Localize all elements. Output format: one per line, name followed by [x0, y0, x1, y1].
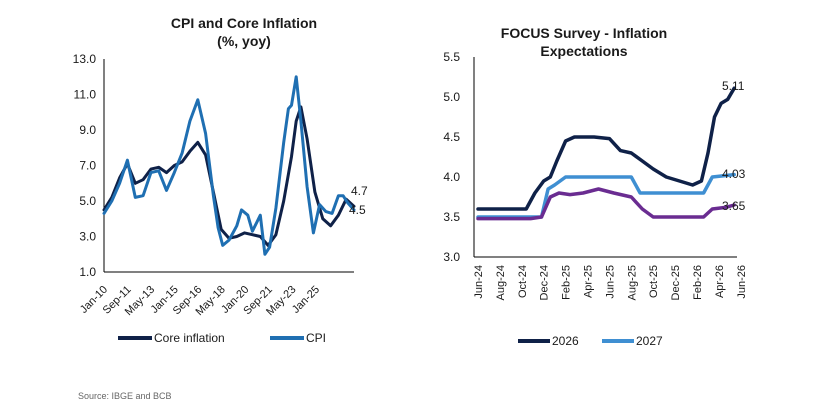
y-tick-label: 4.5 [443, 130, 460, 144]
legend-label-2027: 2027 [636, 334, 663, 348]
x-tick-label: Jun-24 [473, 265, 485, 299]
series-line-3-65-series [476, 187, 736, 221]
legend: 2026 2027 [518, 334, 663, 348]
x-tick-label: Dec-24 [539, 265, 551, 300]
focus-chart: FOCUS Survey - Inflation Expectations 5.… [443, 25, 747, 348]
series-lines [102, 75, 356, 256]
cpi-chart: CPI and Core Inflation (%, yoy) 13.0 11.0… [73, 15, 368, 345]
x-tick-label: Aug-25 [626, 265, 638, 300]
x-tick-labels: Jun-24 Aug-24 Oct-24 Dec-24 Feb-25 Apr-25 Jun-… [473, 265, 748, 300]
y-tick-label: 3.5 [443, 210, 460, 224]
y-tick-label: 5.0 [79, 194, 96, 208]
legend: Core inflation CPI [118, 331, 326, 345]
y-tick-label: 3.0 [443, 250, 460, 264]
end-label-cpi: 4.5 [349, 203, 366, 217]
legend-label-core: Core inflation [154, 331, 225, 345]
x-tick-label: Dec-25 [670, 265, 682, 300]
x-tick-labels: Jan-10Sep-11May-13Jan-15Sep-16May-18Jan-… [78, 284, 322, 318]
y-tick-label: 5.5 [443, 50, 460, 64]
y-tick-label: 4.0 [443, 170, 460, 184]
x-tick-label: Feb-25 [561, 265, 573, 300]
end-label-2027: 4.03 [722, 167, 746, 181]
y-tick-label: 7.0 [79, 159, 96, 173]
end-label-2026: 5.11 [722, 79, 745, 93]
chart-title-line-2: (%, yoy) [217, 33, 271, 49]
y-tick-label: 9.0 [79, 123, 96, 137]
series-line-core-inflation [102, 105, 356, 247]
series-line-cpi [102, 75, 356, 256]
legend-label-2026: 2026 [552, 334, 579, 348]
chart-title-line-2: Expectations [540, 43, 627, 59]
legend-label-cpi: CPI [306, 331, 326, 345]
y-tick-label: 13.0 [73, 52, 97, 66]
series-line-2026 [476, 86, 736, 211]
y-tick-label: 5.0 [443, 90, 460, 104]
y-tick-labels: 5.5 5.0 4.5 4.0 3.5 3.0 [443, 50, 460, 264]
chart-title-line-1: FOCUS Survey - Inflation [501, 25, 667, 41]
x-tick-label: Aug-24 [495, 265, 507, 300]
y-tick-label: 11.0 [74, 88, 97, 102]
y-tick-label: 3.0 [79, 230, 96, 244]
source-note: Source: IBGE and BCB [78, 391, 172, 401]
x-tick-label: Oct-25 [648, 265, 660, 298]
x-tick-label: Oct-24 [517, 265, 529, 298]
x-tick-label: Jun-25 [604, 265, 616, 299]
chart-title-line-1: CPI and Core Inflation [171, 15, 317, 31]
x-tick-label: Feb-26 [692, 265, 704, 300]
x-tick-label: Jun-26 [736, 265, 748, 299]
x-tick-label: Apr-25 [583, 265, 595, 298]
series-lines [476, 86, 736, 221]
y-tick-labels: 13.0 11.0 9.0 7.0 5.0 3.0 1.0 [73, 52, 97, 279]
end-label-purple: 3.65 [722, 199, 746, 213]
y-tick-label: 1.0 [79, 265, 96, 279]
end-label-core: 4.7 [351, 184, 368, 198]
x-tick-label: Apr-26 [714, 265, 726, 298]
